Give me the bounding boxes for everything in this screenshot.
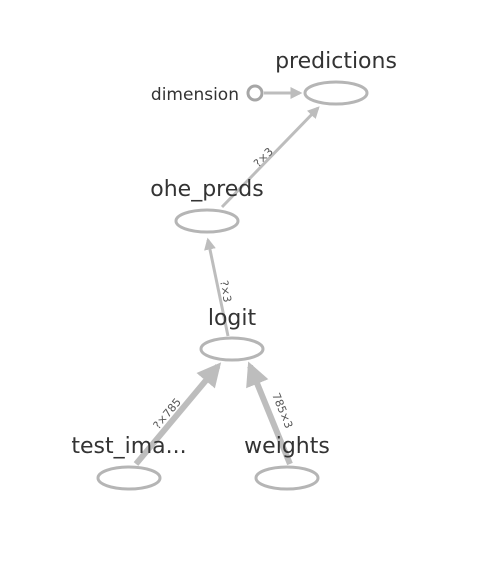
edge-label-logit-to-ohe: ?×3 (217, 279, 234, 303)
node-predictions[interactable]: predictions (275, 49, 397, 106)
node-logit[interactable]: logit (199, 306, 265, 362)
node-label-predictions: predictions (275, 49, 397, 74)
node-dimension[interactable]: dimension (151, 84, 264, 105)
node-label-test-images: test_ima... (71, 434, 186, 459)
node-label-logit: logit (208, 306, 257, 331)
node-weights[interactable]: weights (244, 434, 330, 491)
node-label-ohe-preds: ohe_preds (150, 177, 263, 202)
edge-logit-to-ohe[interactable]: ?×3 (204, 237, 234, 337)
edge-label-ohe-to-predictions: ?×3 (251, 145, 276, 170)
node-test-images[interactable]: test_ima... (71, 434, 187, 491)
node-ohe-preds[interactable]: ohe_preds (150, 177, 264, 234)
node-label-weights: weights (244, 434, 330, 459)
node-label-dimension: dimension (151, 85, 239, 105)
